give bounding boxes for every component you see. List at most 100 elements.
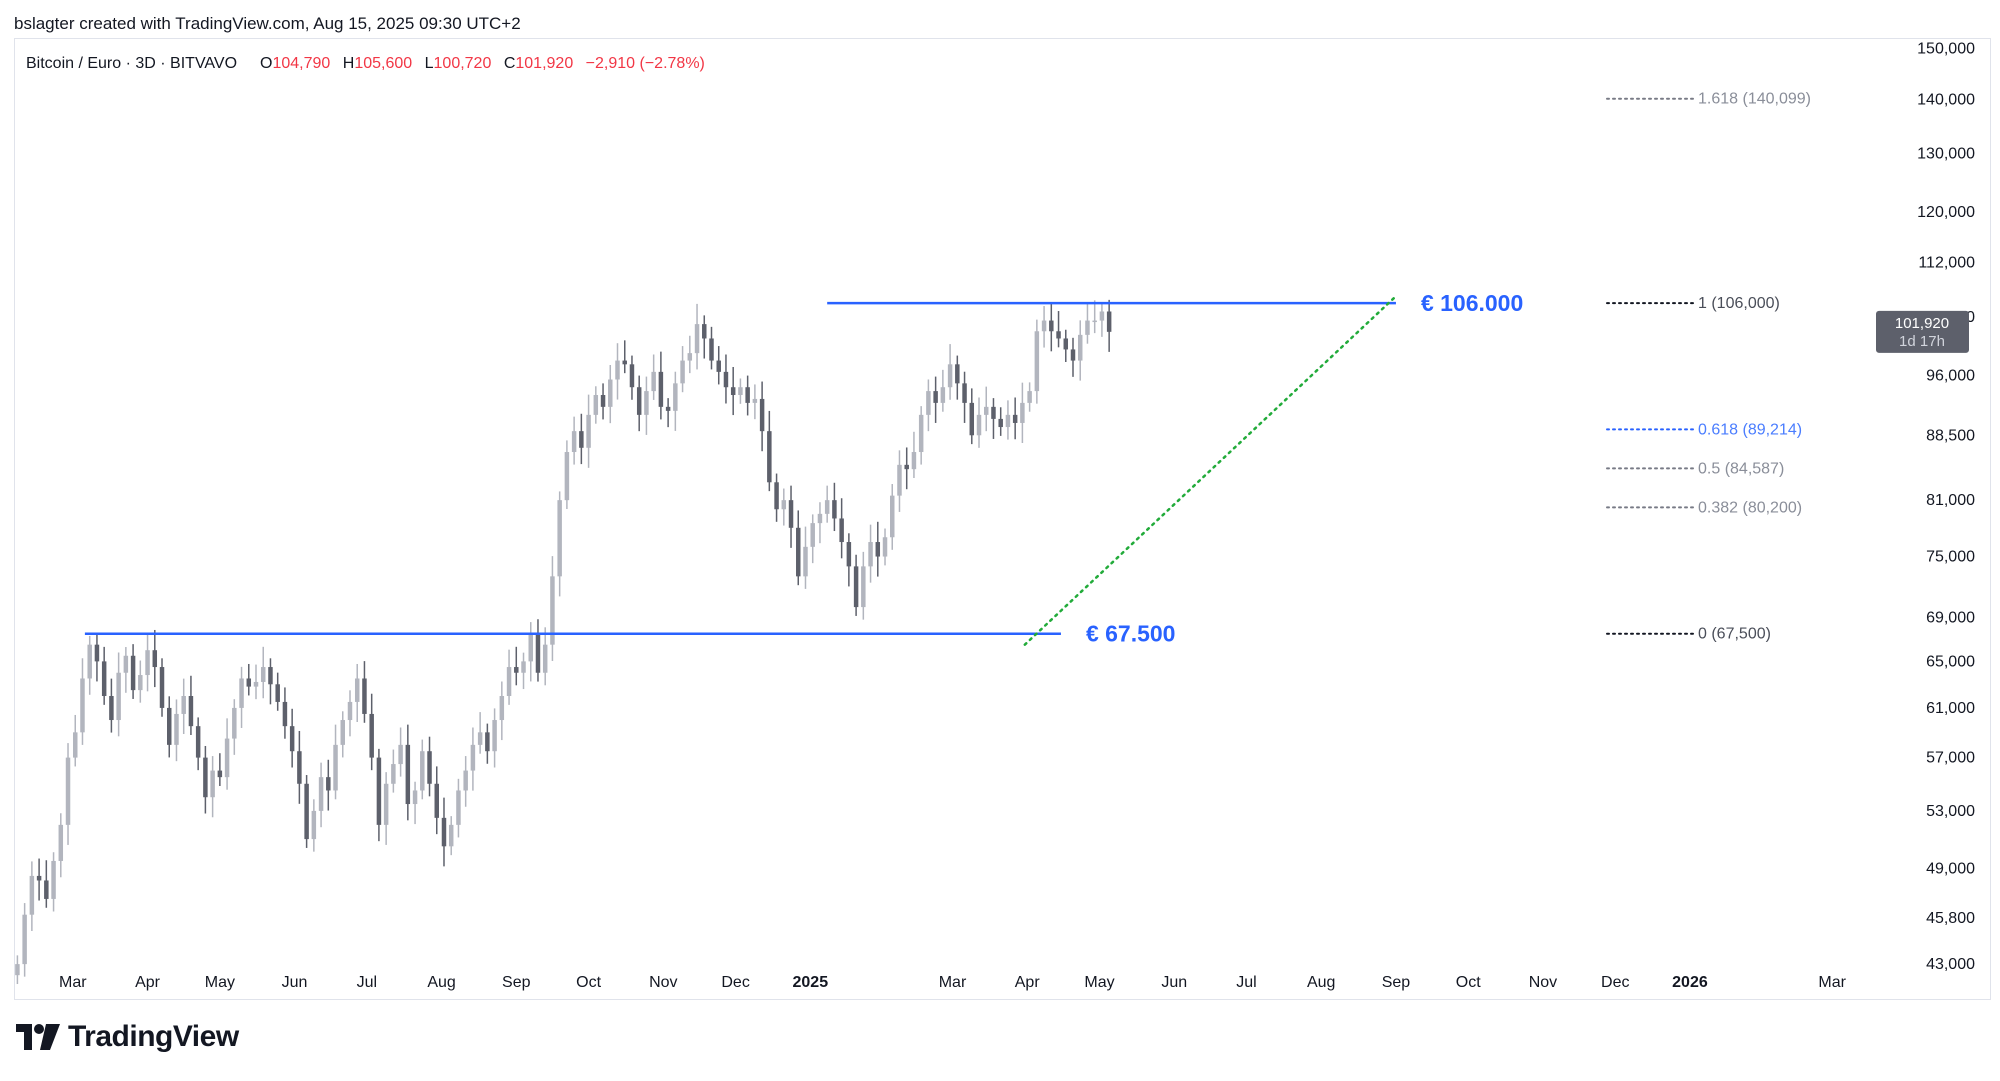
- candle-body: [109, 696, 114, 721]
- candle-body: [535, 633, 541, 673]
- x-tick-label: Dec: [721, 974, 749, 991]
- candle-body: [1056, 331, 1061, 339]
- candle-body: [1041, 320, 1047, 332]
- y-tick-label: 88,500: [1926, 427, 1975, 444]
- candle-body: [246, 678, 252, 687]
- candle-body: [289, 726, 295, 752]
- candle-body: [333, 744, 338, 791]
- candle-body: [983, 406, 989, 415]
- legend-close-value: 101,920: [515, 55, 573, 72]
- candle-body: [564, 452, 570, 501]
- candle-body: [853, 566, 859, 608]
- annotations: € 106.000 € 67.500: [84, 290, 1523, 647]
- x-tick-label: Aug: [427, 974, 455, 991]
- x-tick-label: Jul: [1236, 974, 1256, 991]
- candle-body: [1034, 331, 1040, 392]
- x-tick-label: Dec: [1601, 974, 1629, 991]
- candle-body: [839, 518, 844, 543]
- candle-body: [557, 500, 562, 577]
- fib-levels: 1.618 (140,099) 1 (106,000) 0.618 (89,214)…: [1606, 91, 1811, 643]
- y-tick-label: 65,000: [1926, 653, 1975, 670]
- chart-frame[interactable]: € 106.000 € 67.500 1.618 (140,099) 1 (106,…: [14, 38, 1991, 1000]
- candle-body: [412, 790, 418, 805]
- candle-body: [282, 701, 288, 727]
- candle-body: [1012, 414, 1018, 423]
- legend-high-label: H: [343, 55, 355, 72]
- candle-body: [911, 452, 917, 470]
- ascending-trendline: [1023, 294, 1398, 646]
- candle-body: [477, 732, 483, 745]
- x-tick-label: Oct: [576, 974, 601, 991]
- y-tick-label: 81,000: [1926, 492, 1975, 509]
- candle-body: [1070, 349, 1076, 361]
- candle-body: [318, 777, 324, 811]
- legend-high-value: 105,600: [354, 55, 412, 72]
- y-tick-label: 53,000: [1926, 803, 1975, 820]
- candle-body: [571, 431, 577, 453]
- candle-body: [138, 675, 143, 691]
- fib-level-label: 0 (67,500): [1698, 626, 1771, 643]
- candle-body: [1049, 320, 1054, 332]
- candle-body: [514, 667, 519, 673]
- fib-level-label: 1.618 (140,099): [1698, 91, 1811, 108]
- candle-body: [420, 751, 425, 791]
- candle-body: [253, 681, 259, 687]
- legend-close-label: C: [504, 55, 516, 72]
- candle-body: [622, 360, 627, 365]
- candle-body: [528, 633, 533, 662]
- candle-body: [730, 387, 736, 396]
- candle-body: [94, 644, 100, 662]
- candle-body: [326, 777, 331, 791]
- candle-body: [962, 383, 967, 403]
- candle-body: [998, 418, 1003, 428]
- candle-body: [781, 500, 787, 510]
- candle-body: [636, 387, 642, 415]
- x-tick-label: May: [205, 974, 235, 991]
- candle-body: [217, 770, 223, 778]
- candle-body: [36, 875, 42, 881]
- candle-body: [434, 783, 439, 818]
- legend-low-label: L: [425, 55, 434, 72]
- fib-level-label: 0.382 (80,200): [1698, 499, 1802, 516]
- x-tick-label: Sep: [502, 974, 531, 991]
- tradingview-logo[interactable]: TradingView: [16, 1020, 239, 1054]
- candle-body: [181, 696, 186, 714]
- candle-body: [29, 875, 35, 915]
- candle-body: [875, 542, 881, 557]
- candle-body: [788, 500, 794, 528]
- y-tick-label: 140,000: [1917, 91, 1975, 108]
- candle-body: [174, 713, 179, 745]
- candle-body: [210, 770, 215, 798]
- candle-body: [152, 650, 158, 668]
- candle-body: [340, 720, 346, 745]
- y-tick-label: 49,000: [1926, 860, 1975, 877]
- candle-body: [427, 751, 432, 784]
- candle-body: [239, 678, 244, 708]
- candle-body: [673, 383, 678, 411]
- candle-body: [542, 644, 548, 673]
- x-tick-label: 2025: [793, 974, 829, 991]
- candle-body: [101, 661, 107, 697]
- candle-body: [658, 371, 664, 407]
- candle-body: [297, 751, 302, 784]
- last-price-tag: 101,920 1d 17h: [1876, 310, 1969, 353]
- chart-credit: bslagter created with TradingView.com, A…: [14, 14, 521, 33]
- candle-body: [463, 770, 468, 791]
- candle-body: [188, 696, 194, 727]
- candle-body: [398, 744, 403, 765]
- candle-body: [51, 860, 56, 899]
- candle-body: [665, 406, 671, 411]
- candle-body: [15, 964, 20, 976]
- candle-body: [759, 398, 765, 432]
- candle-body: [65, 757, 71, 825]
- candle-body: [716, 360, 721, 372]
- candle-body: [752, 398, 758, 403]
- candle-body: [767, 431, 772, 483]
- candle-body: [651, 371, 656, 392]
- candle-body: [311, 810, 317, 840]
- candle-body: [600, 395, 606, 407]
- candle-body: [1085, 320, 1090, 335]
- legend-symbol[interactable]: Bitcoin / Euro · 3D · BITVAVO: [26, 55, 237, 72]
- candlestick-chart[interactable]: € 106.000 € 67.500 1.618 (140,099) 1 (106,…: [15, 39, 1990, 999]
- candle-body: [1063, 338, 1069, 350]
